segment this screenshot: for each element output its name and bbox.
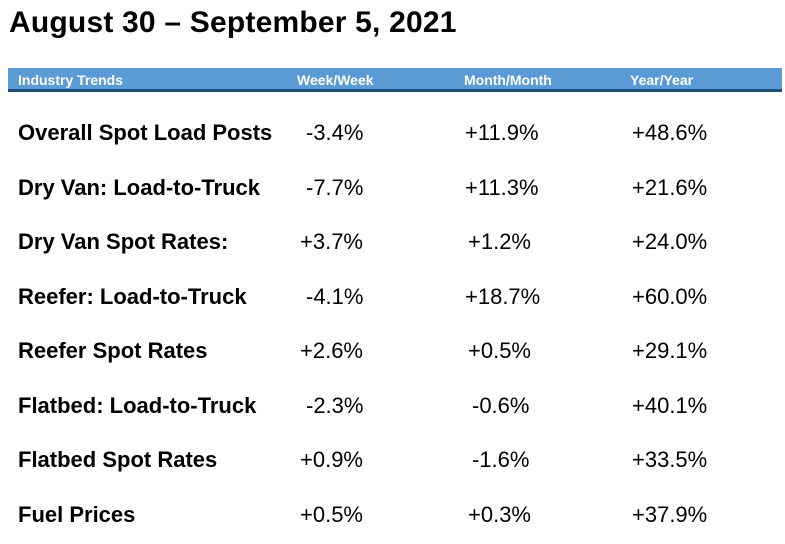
week-value: +0.9% <box>300 447 363 473</box>
row-label: Flatbed: Load-to-Truck <box>18 393 256 419</box>
table-row: Overall Spot Load Posts -3.4% +11.9% +48… <box>0 108 785 163</box>
month-value: -0.6% <box>472 393 529 419</box>
month-value: +0.5% <box>468 338 531 364</box>
row-label: Reefer: Load-to-Truck <box>18 284 247 310</box>
year-value: +48.6% <box>632 120 707 146</box>
row-label: Dry Van: Load-to-Truck <box>18 175 260 201</box>
year-value: +60.0% <box>632 284 707 310</box>
year-value: +29.1% <box>632 338 707 364</box>
year-value: +21.6% <box>632 175 707 201</box>
week-value: -7.7% <box>306 175 363 201</box>
month-value: +1.2% <box>468 229 531 255</box>
row-label: Dry Van Spot Rates: <box>18 229 228 255</box>
table-row: Reefer: Load-to-Truck -4.1% +18.7% +60.0… <box>0 272 785 327</box>
table-row: Dry Van Spot Rates: +3.7% +1.2% +24.0% <box>0 217 785 272</box>
week-value: +3.7% <box>300 229 363 255</box>
row-label: Overall Spot Load Posts <box>18 120 272 146</box>
header-week-week: Week/Week <box>297 72 374 88</box>
table-row: Fuel Prices +0.5% +0.3% +37.9% <box>0 490 785 544</box>
year-value: +33.5% <box>632 447 707 473</box>
row-label: Flatbed Spot Rates <box>18 447 217 473</box>
header-industry-trends: Industry Trends <box>18 72 123 88</box>
month-value: +0.3% <box>468 502 531 528</box>
month-value: +11.9% <box>465 120 539 146</box>
week-value: -3.4% <box>306 120 363 146</box>
year-value: +24.0% <box>632 229 707 255</box>
row-label: Fuel Prices <box>18 502 135 528</box>
month-value: +18.7% <box>465 284 540 310</box>
week-value: +0.5% <box>300 502 363 528</box>
row-label: Reefer Spot Rates <box>18 338 208 364</box>
header-month-month: Month/Month <box>464 72 552 88</box>
page-title: August 30 – September 5, 2021 <box>9 6 457 40</box>
trends-table: Overall Spot Load Posts -3.4% +11.9% +48… <box>0 108 785 544</box>
table-row: Flatbed: Load-to-Truck -2.3% -0.6% +40.1… <box>0 381 785 436</box>
header-year-year: Year/Year <box>630 72 693 88</box>
table-row: Dry Van: Load-to-Truck -7.7% +11.3% +21.… <box>0 163 785 218</box>
table-row: Reefer Spot Rates +2.6% +0.5% +29.1% <box>0 326 785 381</box>
month-value: -1.6% <box>472 447 529 473</box>
month-value: +11.3% <box>465 175 539 201</box>
table-header: Industry Trends Week/Week Month/Month Ye… <box>8 68 782 92</box>
week-value: -4.1% <box>306 284 363 310</box>
year-value: +40.1% <box>632 393 707 419</box>
week-value: -2.3% <box>306 393 363 419</box>
table-row: Flatbed Spot Rates +0.9% -1.6% +33.5% <box>0 435 785 490</box>
week-value: +2.6% <box>300 338 363 364</box>
year-value: +37.9% <box>632 502 707 528</box>
